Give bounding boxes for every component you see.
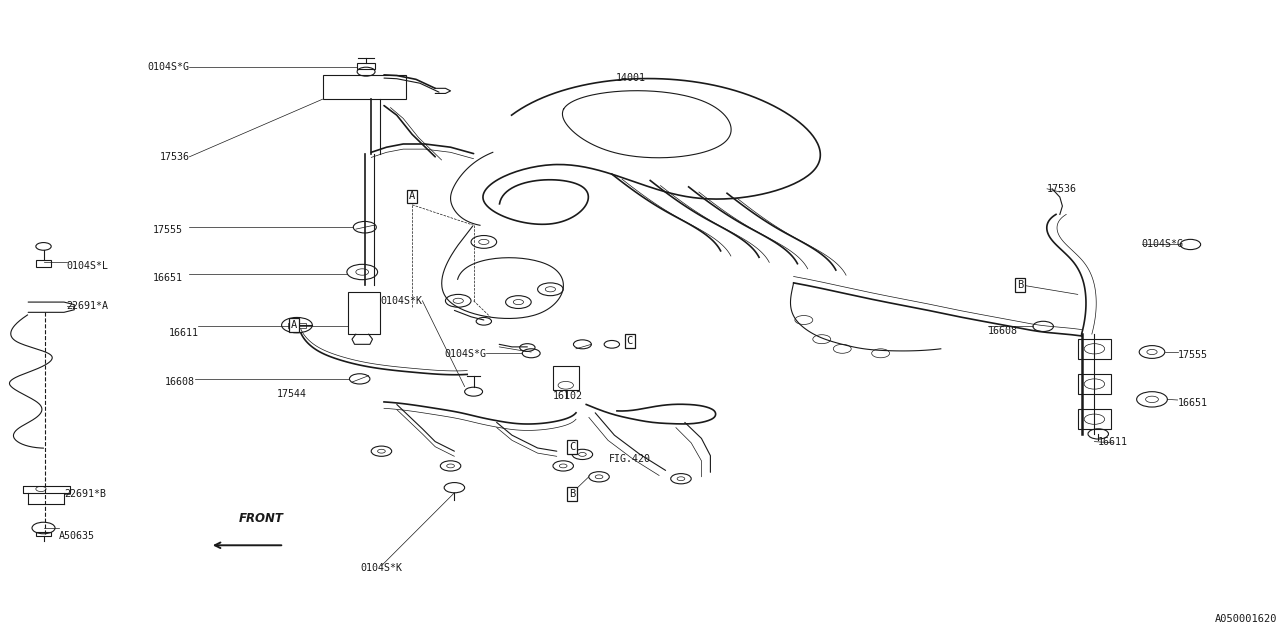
Text: A50635: A50635 bbox=[59, 531, 95, 541]
Text: FRONT: FRONT bbox=[238, 512, 284, 525]
Bar bbox=[357, 63, 375, 69]
Text: 17555: 17555 bbox=[154, 225, 183, 236]
Bar bbox=[323, 75, 406, 99]
Text: 22691*A: 22691*A bbox=[67, 301, 109, 311]
Text: 16608: 16608 bbox=[988, 326, 1018, 336]
Bar bbox=[1078, 339, 1111, 359]
Text: FIG.420: FIG.420 bbox=[609, 454, 652, 464]
Bar bbox=[36, 532, 51, 536]
Text: C: C bbox=[627, 336, 632, 346]
Text: C: C bbox=[570, 442, 575, 452]
Text: B: B bbox=[1018, 280, 1023, 290]
Text: 16611: 16611 bbox=[169, 328, 198, 338]
Text: 14001: 14001 bbox=[616, 73, 646, 83]
Text: 16611: 16611 bbox=[1098, 436, 1128, 447]
Text: 17536: 17536 bbox=[1047, 184, 1076, 194]
Bar bbox=[36, 260, 51, 267]
Text: 0104S*L: 0104S*L bbox=[67, 260, 109, 271]
Text: 0104S*G: 0104S*G bbox=[1142, 239, 1184, 250]
Text: A: A bbox=[292, 320, 297, 330]
Text: 0104S*G: 0104S*G bbox=[147, 62, 189, 72]
Text: A: A bbox=[410, 191, 415, 202]
Text: A050001620: A050001620 bbox=[1215, 614, 1277, 624]
Text: 0104S*K: 0104S*K bbox=[380, 296, 422, 306]
Bar bbox=[348, 292, 380, 334]
Text: 22691*B: 22691*B bbox=[64, 489, 106, 499]
Bar bbox=[1078, 409, 1111, 429]
Text: 17555: 17555 bbox=[1178, 350, 1207, 360]
Text: 0104S*K: 0104S*K bbox=[361, 563, 402, 573]
Text: 16102: 16102 bbox=[553, 390, 582, 401]
Text: 17536: 17536 bbox=[160, 152, 189, 162]
Text: 16608: 16608 bbox=[165, 377, 195, 387]
Text: 16651: 16651 bbox=[154, 273, 183, 284]
Text: 17544: 17544 bbox=[278, 388, 307, 399]
Bar bbox=[1078, 374, 1111, 394]
Bar bbox=[553, 366, 579, 390]
Text: B: B bbox=[570, 489, 575, 499]
Bar bbox=[288, 323, 306, 328]
Text: 16651: 16651 bbox=[1178, 398, 1207, 408]
Text: 0104S*G: 0104S*G bbox=[444, 349, 486, 359]
